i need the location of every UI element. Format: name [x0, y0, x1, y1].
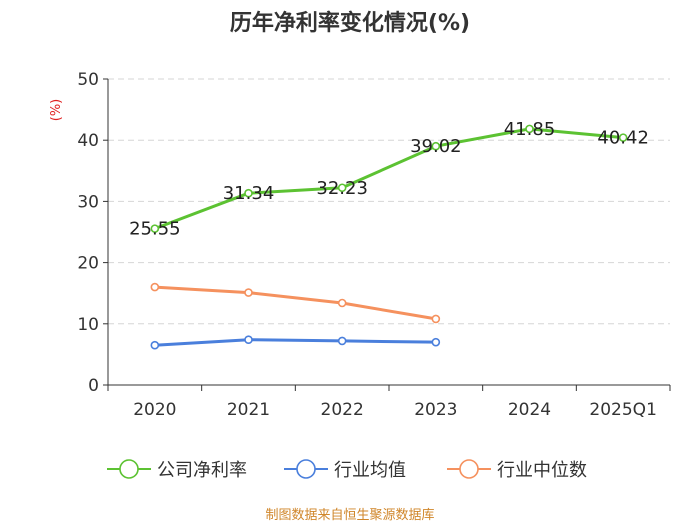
data-point: [431, 337, 441, 347]
legend-item-2[interactable]: 行业中位数: [447, 459, 587, 481]
legend-item-0[interactable]: 公司净利率: [107, 459, 247, 481]
data-point: [150, 224, 160, 233]
axes: 0 10 20 30 40 50 2020 2021 2022 2023 2024 2025Q1: [77, 70, 671, 420]
data-point: [337, 336, 347, 346]
x-tick-label-2021: 2021: [227, 400, 270, 420]
y-axis-label: (%): [49, 99, 64, 122]
data-label: 32.23: [316, 178, 368, 199]
legend-label: 行业中位数: [497, 460, 587, 481]
data-point: [244, 288, 253, 297]
y-tick-label-20: 20: [77, 254, 99, 274]
data-labels: 25.55 31.34 32.23 39.02 41.85 40.42: [129, 119, 649, 240]
y-tick-label-30: 30: [77, 192, 99, 212]
source-note: 制图数据来自恒生聚源数据库: [265, 507, 434, 523]
legend-label: 公司净利率: [157, 460, 247, 481]
y-tick-label-40: 40: [77, 131, 99, 151]
x-tick-label-2025Q1: 2025Q1: [589, 400, 656, 420]
data-label: 39.02: [410, 136, 462, 157]
legend-marker: [459, 459, 479, 479]
data-label: 40.42: [597, 128, 649, 149]
data-point: [337, 298, 347, 308]
data-point: [244, 188, 253, 198]
data-point: [525, 124, 534, 134]
series-line-1: [154, 338, 436, 347]
y-tick-label-50: 50: [77, 70, 99, 90]
data-point: [618, 133, 628, 142]
series-layer: [150, 124, 628, 350]
data-point: [244, 335, 253, 345]
data-label: 31.34: [223, 183, 275, 204]
chart-title: 历年净利率变化情况(%): [230, 10, 470, 36]
y-tick-label-0: 0: [88, 376, 99, 396]
legend-label: 行业均值: [334, 460, 406, 481]
x-tick-label-2024: 2024: [508, 400, 551, 420]
legend-marker: [119, 459, 139, 479]
data-point: [431, 314, 441, 324]
data-point: [337, 183, 347, 193]
gridlines: [108, 78, 670, 325]
data-label: 25.55: [129, 219, 181, 240]
series-line-2: [154, 285, 437, 321]
x-tick-label-2023: 2023: [414, 400, 457, 420]
legend-marker: [296, 459, 316, 479]
y-tick-label-10: 10: [77, 315, 99, 335]
x-tick-label-2022: 2022: [321, 400, 364, 420]
data-point: [150, 282, 160, 292]
legend-item-1[interactable]: 行业均值: [284, 459, 406, 481]
x-tick-label-2020: 2020: [133, 400, 176, 420]
data-label: 41.85: [504, 119, 556, 140]
series-line-0: [154, 127, 624, 231]
data-point: [150, 340, 160, 350]
legend[interactable]: 公司净利率 行业均值 行业中位数: [107, 459, 587, 481]
data-point: [431, 141, 441, 151]
